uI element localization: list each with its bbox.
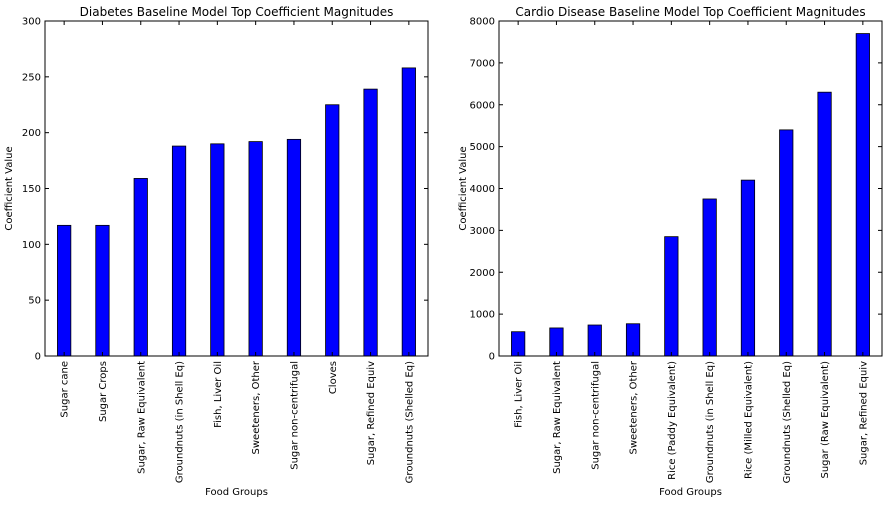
bar [779, 129, 794, 357]
chart-1: Diabetes Baseline Model Top Coefficient … [4, 5, 429, 498]
y-tick-label: 100 [22, 240, 41, 251]
y-tick-label: 5000 [470, 142, 495, 153]
y-tick-label: 50 [28, 296, 41, 307]
y-tick-label: 150 [22, 184, 41, 195]
bar [57, 224, 72, 357]
x-tick-label: Sugar, Refined Equiv [366, 361, 377, 465]
x-tick-label: Groundnuts (in Shell Eq) [175, 361, 186, 483]
bar [587, 324, 602, 357]
bar [325, 104, 340, 357]
y-axis-label: Coefficient Value [458, 146, 469, 230]
x-tick-label: Groundnuts (Shelled Eq) [404, 361, 415, 483]
bar [95, 224, 110, 357]
x-axis-label: Food Groups [205, 487, 268, 498]
y-tick-label: 8000 [470, 17, 495, 28]
y-tick-label: 2000 [470, 268, 495, 279]
x-tick-label: Sweeteners, Other [251, 360, 262, 454]
y-tick-label: 250 [22, 72, 41, 83]
x-tick-label: Sugar Crops [98, 361, 109, 422]
bar [702, 198, 717, 357]
x-axis-label: Food Groups [659, 487, 722, 498]
bar [855, 33, 870, 357]
x-tick-label: Groundnuts (in Shell Eq) [705, 361, 716, 483]
x-tick-label: Sugar, Raw Equivalent [552, 361, 563, 474]
y-tick-label: 4000 [470, 184, 495, 195]
x-tick-label: Sugar (Raw Equivalent) [820, 361, 831, 479]
x-tick-label: Groundnuts (Shelled Eq) [782, 361, 793, 483]
bar [401, 67, 416, 357]
x-tick-label: Sweeteners, Other [629, 360, 640, 454]
y-tick-label: 0 [489, 352, 495, 363]
bar [248, 141, 263, 357]
x-tick-label: Sugar, Raw Equivalent [136, 361, 147, 474]
x-tick-label: Sugar non-centrifugal [590, 361, 601, 470]
y-tick-label: 1000 [470, 310, 495, 321]
y-tick-label: 300 [22, 17, 41, 28]
bar [171, 145, 187, 357]
chart-2: Cardio Disease Baseline Model Top Coeffi… [458, 5, 883, 498]
x-tick-label: Rice (Milled Equivalent) [743, 361, 754, 479]
bar [549, 327, 564, 357]
bar [210, 143, 225, 357]
chart-title: Cardio Disease Baseline Model Top Coeffi… [515, 5, 865, 19]
x-tick-label: Cloves [328, 361, 339, 394]
x-tick-label: Sugar non-centrifugal [289, 361, 300, 470]
chart-title: Diabetes Baseline Model Top Coefficient … [80, 5, 394, 19]
x-tick-label: Sugar, Refined Equiv [858, 361, 869, 465]
y-tick-label: 7000 [470, 58, 495, 69]
y-axis-label: Coefficient Value [4, 146, 15, 230]
x-tick-label: Fish, Liver Oil [514, 361, 525, 428]
x-tick-label: Rice (Paddy Equivalent) [667, 361, 678, 480]
bar [625, 323, 641, 357]
bar [817, 91, 832, 357]
bar [664, 236, 679, 357]
x-tick-label: Fish, Liver Oil [213, 361, 224, 428]
bar [740, 179, 756, 357]
y-tick-label: 0 [35, 352, 41, 363]
y-tick-label: 200 [22, 128, 41, 139]
y-tick-label: 6000 [470, 100, 495, 111]
bar [363, 88, 378, 357]
x-tick-label: Sugar cane [60, 361, 71, 418]
bar [133, 178, 148, 357]
bar [286, 138, 302, 357]
y-tick-label: 3000 [470, 226, 495, 237]
